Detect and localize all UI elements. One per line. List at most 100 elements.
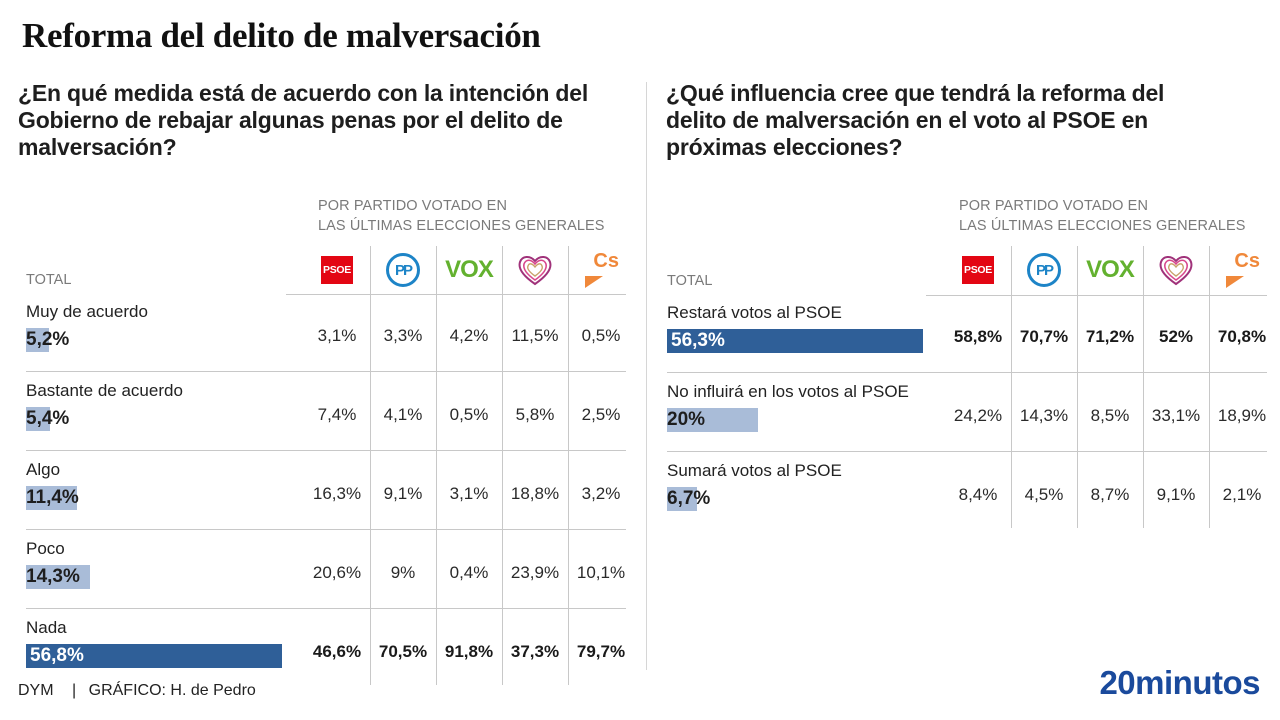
row-separator	[26, 371, 626, 372]
party-value-cell: 4,2%	[449, 326, 489, 345]
footer-credit: GRÁFICO: H. de Pedro	[88, 682, 256, 699]
cs-logo-icon: Cs	[583, 250, 619, 288]
total-bar-fill	[667, 329, 923, 353]
party-value-cell: 9%	[390, 563, 416, 582]
total-bar-fill	[26, 565, 91, 589]
party-value-cell: 71,2%	[1085, 327, 1135, 346]
subheading-line: LAS ÚLTIMAS ELECCIONES GENERALES	[959, 218, 1246, 234]
row-label: No influirá en los votos al PSOE	[667, 382, 909, 401]
total-bar-fill	[667, 408, 758, 432]
party-value-cell: 8,5%	[1090, 406, 1130, 425]
total-bar-fill	[26, 486, 78, 510]
podemos-heart-logo-icon	[516, 253, 554, 287]
party-logo-vox: VOX	[1077, 248, 1143, 292]
row-label: Algo	[26, 460, 61, 479]
total-bar-value: 14,3%	[26, 566, 80, 587]
party-value-cell: 3,3%	[383, 326, 423, 345]
total-bar-value: 6,7%	[667, 488, 711, 509]
column-divider	[502, 246, 503, 685]
footer-separator: |	[72, 682, 77, 699]
party-value-cell: 20,6%	[312, 563, 362, 582]
main-title: Reforma del delito de malversación	[22, 16, 541, 55]
row-separator	[26, 608, 626, 609]
vox-logo-icon: VOX	[1086, 256, 1135, 283]
column-divider	[568, 246, 569, 685]
cs-logo-icon: Cs	[1224, 250, 1260, 288]
total-bar: 14,3%	[26, 565, 282, 589]
party-value-cell: 9,1%	[383, 484, 423, 503]
footer: DYM | GRÁFICO: H. de Pedro	[18, 682, 256, 700]
party-value-cell: 33,1%	[1151, 406, 1201, 425]
subheading-line: POR PARTIDO VOTADO EN	[959, 198, 1149, 214]
brand-logo: 20minutos	[1099, 664, 1260, 701]
total-bar-value: 20%	[667, 409, 706, 430]
party-value-cell: 79,7%	[576, 642, 626, 661]
party-logo-cs: Cs	[568, 248, 634, 292]
party-logo-cs: Cs	[1209, 248, 1275, 292]
cs-logo-text: Cs	[1234, 250, 1260, 272]
party-value-cell: 10,1%	[576, 563, 626, 582]
party-value-cell: 16,3%	[312, 484, 362, 503]
party-value-cell: 3,1%	[317, 326, 357, 345]
row-label: Bastante de acuerdo	[26, 381, 183, 400]
total-bar: 6,7%	[667, 487, 925, 511]
column-divider	[1011, 246, 1012, 528]
party-subheading: POR PARTIDO VOTADO EN LAS ÚLTIMAS ELECCIO…	[318, 196, 605, 236]
total-bar: 20%	[667, 408, 925, 432]
cs-logo-triangle	[1226, 276, 1244, 288]
party-value-cell: 7,4%	[317, 405, 357, 424]
right-panel: ¿Qué influencia cree que tendrá la refor…	[666, 80, 1270, 161]
column-divider	[1077, 246, 1078, 528]
party-logo-pp: PP	[1011, 248, 1077, 292]
column-divider	[1143, 246, 1144, 528]
party-value-cell: 2,1%	[1222, 485, 1262, 504]
total-bar-value: 56,8%	[30, 645, 84, 666]
total-bar-fill	[26, 407, 51, 431]
subheading-line: POR PARTIDO VOTADO EN	[318, 198, 508, 214]
total-column-label: TOTAL	[26, 272, 72, 288]
row-label: Sumará votos al PSOE	[667, 461, 842, 480]
party-logo-pp: PP	[370, 248, 436, 292]
total-bar-fill	[26, 644, 282, 668]
total-bar: 5,2%	[26, 328, 282, 352]
party-value-cell: 11,5%	[511, 326, 559, 345]
party-value-cell: 18,9%	[1217, 406, 1267, 425]
party-value-cell: 70,5%	[378, 642, 428, 661]
podemos-heart-logo-icon	[1157, 253, 1195, 287]
row-label: Poco	[26, 539, 65, 558]
row-separator	[667, 372, 1267, 373]
total-bar-value: 5,4%	[26, 408, 70, 429]
party-value-cell: 52%	[1158, 327, 1194, 346]
subheading-line: LAS ÚLTIMAS ELECCIONES GENERALES	[318, 218, 605, 234]
header-rule	[926, 295, 1267, 296]
party-logo-podemos	[502, 248, 568, 292]
party-value-cell: 23,9%	[510, 563, 560, 582]
row-label: Nada	[26, 618, 67, 637]
psoe-logo-icon: PSOE	[321, 256, 353, 284]
left-question: ¿En qué medida está de acuerdo con la in…	[18, 80, 589, 160]
column-divider	[1209, 246, 1210, 528]
header-rule	[286, 294, 626, 295]
party-value-cell: 91,8%	[444, 642, 494, 661]
column-divider	[436, 246, 437, 685]
party-value-cell: 4,1%	[383, 405, 423, 424]
total-bar-fill	[26, 328, 50, 352]
party-value-cell: 4,5%	[1024, 485, 1064, 504]
party-value-cell: 3,2%	[581, 484, 621, 503]
party-value-cell: 18,8%	[510, 484, 560, 503]
left-panel: ¿En qué medida está de acuerdo con la in…	[18, 80, 630, 161]
party-value-cell: 24,2%	[953, 406, 1003, 425]
party-value-cell: 5,8%	[515, 405, 555, 424]
party-subheading: POR PARTIDO VOTADO EN LAS ÚLTIMAS ELECCIO…	[959, 196, 1246, 236]
cs-logo-text: Cs	[593, 250, 619, 272]
row-label: Restará votos al PSOE	[667, 303, 842, 322]
total-bar-value: 56,3%	[671, 330, 725, 351]
party-logo-vox: VOX	[436, 248, 502, 292]
row-separator	[667, 451, 1267, 452]
pp-logo-icon: PP	[1027, 253, 1061, 287]
party-logo-psoe: PSOE	[304, 248, 370, 292]
total-bar: 5,4%	[26, 407, 282, 431]
party-value-cell: 3,1%	[449, 484, 489, 503]
column-divider	[370, 246, 371, 685]
party-value-cell: 37,3%	[510, 642, 560, 661]
